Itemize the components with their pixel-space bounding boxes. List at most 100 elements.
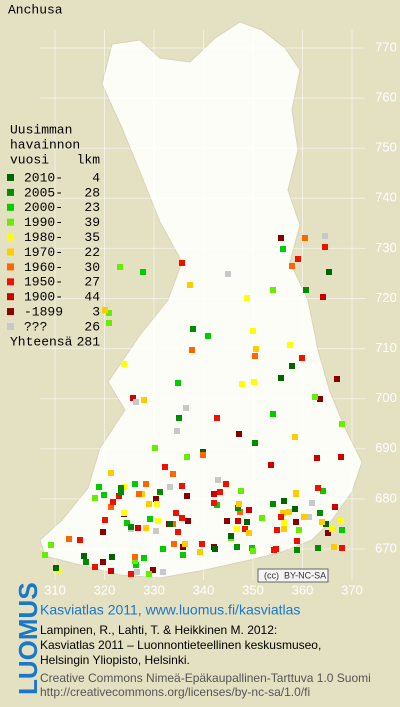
record-square: [214, 415, 220, 421]
badge-text: BY-NC-SA: [284, 570, 326, 580]
legend-label: 1970-: [24, 245, 63, 260]
record-square: [301, 514, 307, 520]
record-square: [152, 445, 158, 451]
record-square: [199, 541, 205, 547]
record-square: [250, 548, 256, 554]
record-square: [182, 541, 188, 547]
citation: Lampinen, R., Lahti, T. & Heikkinen M. 2…: [40, 623, 277, 637]
record-square: [132, 554, 138, 560]
record-square: [133, 399, 139, 405]
legend-count: 44: [84, 290, 100, 305]
record-square: [278, 235, 284, 241]
record-square: [270, 501, 276, 507]
legend-label: 1980-: [24, 230, 63, 245]
record-square: [66, 536, 72, 542]
legend-column: lkm: [77, 152, 101, 167]
record-square: [187, 282, 193, 288]
y-label: 730: [375, 240, 397, 255]
record-square: [338, 454, 344, 460]
legend-swatch: [7, 323, 14, 330]
record-square: [236, 431, 242, 437]
record-square: [242, 526, 248, 532]
record-square: [106, 310, 112, 316]
record-square: [322, 244, 328, 250]
record-square: [81, 553, 87, 559]
record-square: [339, 421, 345, 427]
license-badge: [257, 568, 329, 583]
legend-label: 2000-: [24, 200, 63, 215]
y-label: 680: [375, 490, 397, 505]
record-square: [211, 491, 217, 497]
record-square: [315, 485, 321, 491]
legend-count: 22: [84, 245, 100, 260]
legend-swatch: [7, 233, 14, 241]
record-square: [124, 520, 130, 526]
record-square: [325, 530, 331, 536]
record-square: [331, 544, 337, 550]
record-square: [173, 510, 179, 516]
record-square: [312, 394, 318, 400]
record-square: [141, 555, 147, 561]
record-square: [132, 481, 138, 487]
record-square: [135, 525, 141, 531]
record-square: [289, 363, 295, 369]
record-square: [174, 428, 180, 434]
record-square: [100, 529, 106, 535]
y-label: 770: [375, 39, 397, 54]
record-square: [175, 529, 181, 535]
record-square: [147, 516, 153, 522]
legend-label: ???: [24, 319, 47, 334]
record-square: [92, 495, 98, 501]
record-square: [228, 533, 234, 539]
legend-label: 1950-: [24, 275, 63, 290]
record-square: [268, 462, 274, 468]
record-square: [215, 477, 221, 483]
record-square: [143, 525, 149, 531]
record-square: [117, 264, 123, 270]
record-square: [146, 501, 152, 507]
logo: LUOMUS: [13, 582, 43, 695]
record-square: [185, 518, 191, 524]
record-square: [294, 538, 300, 544]
record-square: [108, 568, 114, 574]
record-square: [134, 569, 140, 575]
legend-swatch: [7, 308, 14, 316]
record-square: [108, 504, 114, 510]
record-square: [133, 562, 139, 568]
y-label: 690: [375, 440, 397, 455]
record-square: [280, 510, 286, 516]
record-square: [102, 517, 108, 523]
legend-count: 28: [84, 185, 100, 200]
legend-column: vuosi: [10, 152, 49, 167]
record-square: [296, 527, 302, 533]
record-square: [171, 541, 177, 547]
record-square: [180, 552, 186, 558]
record-square: [315, 545, 321, 551]
record-square: [121, 510, 127, 516]
record-square: [332, 504, 338, 510]
legend-heading: Uusimman: [10, 122, 72, 137]
map-title: Anchusa: [8, 2, 63, 17]
record-square: [118, 485, 124, 491]
footer-link: Kasviatlas 2011, www.luomus.fi/kasviatla…: [40, 602, 300, 618]
record-square: [160, 569, 166, 575]
legend-label: 1960-: [24, 260, 63, 275]
record-square: [223, 481, 229, 487]
y-label: 760: [375, 90, 397, 105]
record-square: [83, 559, 89, 565]
record-square: [319, 519, 325, 525]
citation: Helsingin Yliopisto, Helsinki.: [40, 653, 190, 667]
record-square: [244, 519, 250, 525]
legend-count: 39: [84, 215, 100, 230]
record-square: [234, 526, 240, 532]
y-label: 710: [375, 340, 397, 355]
legend-count: 23: [84, 200, 100, 215]
legend-swatch: [7, 188, 14, 196]
record-square: [116, 493, 122, 499]
record-square: [102, 307, 108, 313]
record-square: [136, 491, 142, 497]
record-square: [252, 440, 258, 446]
license: http://creativecommons.org/licenses/by-n…: [40, 685, 310, 699]
record-square: [100, 559, 106, 565]
